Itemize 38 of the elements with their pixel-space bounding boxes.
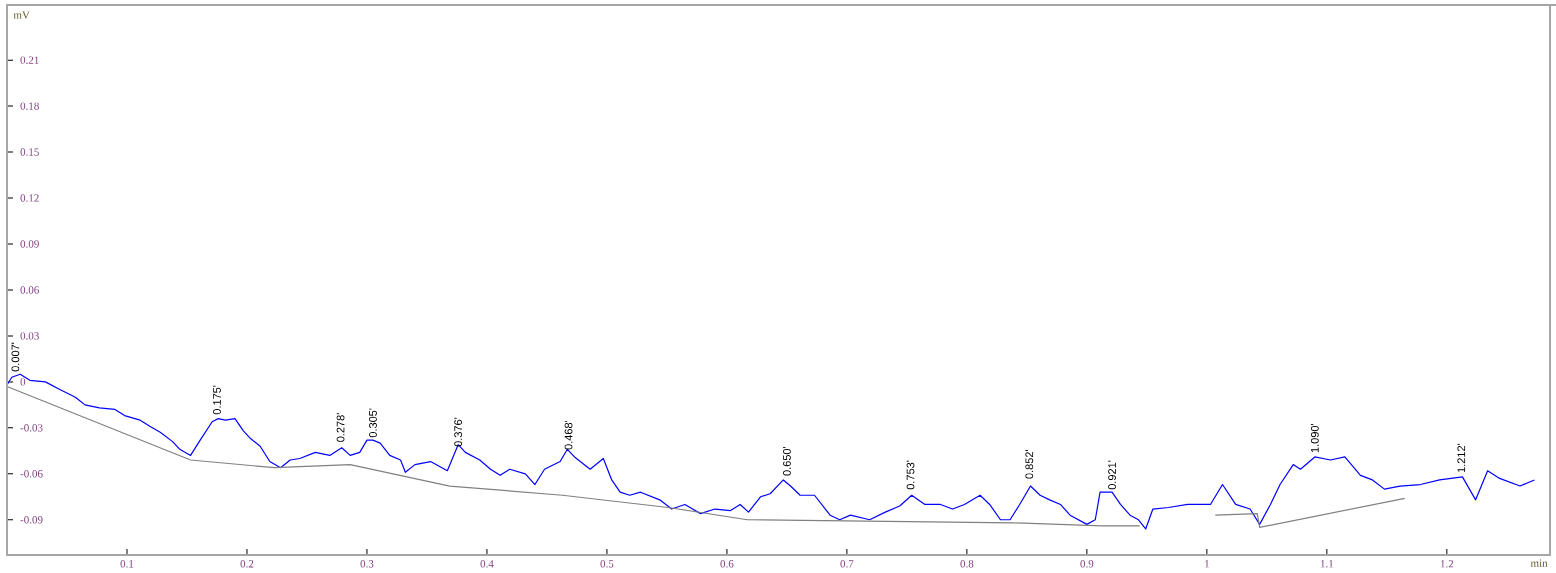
annotation: 0.650' [783, 446, 791, 476]
y-tick-label: 0.15 [20, 148, 39, 156]
x-tick-label: 0.7 [840, 560, 854, 568]
x-tick-label: 0.3 [360, 560, 374, 568]
x-tick-label: 0.2 [240, 560, 254, 568]
annotation: 0.753' [906, 460, 915, 490]
x-tick-label: 1 [1205, 560, 1209, 568]
y-tick-label: -0.06 [20, 470, 43, 478]
annotation: 0.278' [336, 413, 345, 442]
x-tick-label: 0.8 [960, 560, 974, 568]
line-series [6, 373, 1536, 530]
y-tick-label: 0.06 [20, 286, 39, 294]
y-tick-label: 0.03 [20, 332, 39, 340]
y-tick-label: 0.09 [20, 240, 39, 248]
y-tick-label: -0.03 [20, 424, 43, 432]
annotation: 0.921' [1108, 460, 1116, 490]
y-tick-label: 0.18 [20, 102, 39, 110]
annotation: 0.468' [564, 420, 573, 450]
y-tick-label: -0.09 [20, 516, 43, 524]
annotation: 0.305' [369, 408, 377, 438]
annotation: 0.852' [1025, 450, 1034, 479]
x-tick-label: 1.2 [1440, 560, 1454, 568]
annotation: 0.175' [213, 385, 221, 415]
annotation: 0.007' [11, 342, 20, 372]
x-tick-label: 0.4 [480, 560, 494, 568]
y-tick-label: 0.21 [20, 56, 39, 64]
annotation: 1.090' [1310, 423, 1319, 453]
x-tick-label: 0.5 [600, 560, 614, 568]
x-tick-label: 0.6 [720, 560, 734, 568]
x-tick-label: 1.1 [1320, 560, 1334, 568]
x-tick-label: 0.9 [1080, 560, 1094, 568]
y-tick-label: 0 [20, 378, 26, 386]
annotation: 1.212' [1457, 443, 1466, 473]
annotation: 0.376' [454, 417, 463, 447]
x-axis-title: min [1530, 559, 1548, 567]
y-axis-title: mV [13, 11, 30, 19]
x-tick-label: 0.1 [120, 560, 134, 568]
y-tick-label: 0.12 [20, 194, 39, 202]
